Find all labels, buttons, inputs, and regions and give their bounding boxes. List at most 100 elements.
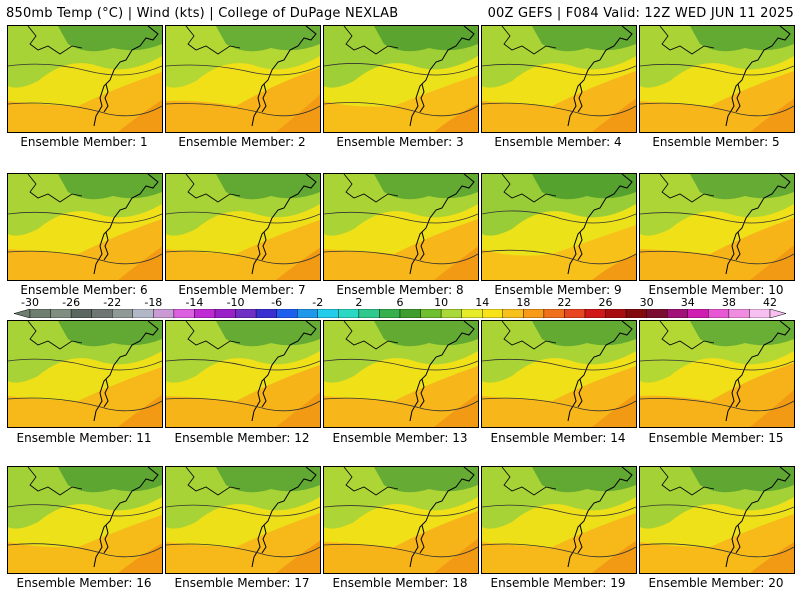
colorbar-swatch [523,309,545,318]
colorbar-tick: -30 [21,296,39,309]
colorbar-tick: 26 [598,296,613,309]
ensemble-map-panel [165,25,321,133]
ensemble-map-panel [639,25,795,133]
temperature-map [640,26,794,132]
temperature-map [8,174,162,280]
colorbar-swatch [708,309,730,318]
ensemble-map-panel [165,173,321,281]
colorbar-swatch [112,309,133,318]
colorbar-swatch [625,309,647,318]
colorbar-swatch [50,309,72,318]
colorbar-swatch [132,309,154,318]
colorbar-tick: 6 [396,296,404,309]
colorbar-swatch [646,309,668,318]
colorbar-swatch [255,309,277,318]
colorbar-max-arrow [769,309,786,318]
run-valid-time: 00Z GEFS | F084 Valid: 12Z WED JUN 11 20… [487,6,794,21]
colorbar-tick-labels: -30 -26 -22 -18 -14 -10 -6 -2 2 6 10 14 18 22 26 30 34 38… [0,296,800,309]
ensemble-member-label: Ensemble Member: 1 [20,135,148,149]
colorbar-swatch [543,309,565,318]
colorbar-swatch [153,309,175,318]
colorbar-swatch [173,309,195,318]
colorbar-tick: 2 [355,296,363,309]
ensemble-map-panel [639,466,795,574]
ensemble-map-panel [7,25,163,133]
ensemble-member-label: Ensemble Member: 12 [174,431,310,445]
temperature-colorbar [14,309,786,318]
temperature-map [482,467,636,573]
temperature-map [640,174,794,280]
ensemble-member-label: Ensemble Member: 5 [652,135,780,149]
ensemble-map-panel [323,320,479,428]
colorbar-tick: -14 [185,296,204,309]
ensemble-member-label: Ensemble Member: 3 [336,135,464,149]
ensemble-map-panel [165,466,321,574]
temperature-map [166,467,320,573]
colorbar-tick: 30 [639,296,654,309]
colorbar-tick: -22 [103,296,122,309]
temperature-map [324,321,478,427]
colorbar-tick: -18 [144,296,163,309]
colorbar-tick: 22 [557,296,572,309]
temperature-map [8,467,162,573]
colorbar-swatch [276,309,298,318]
ensemble-map-panel [323,173,479,281]
ensemble-member-label: Ensemble Member: 14 [490,431,626,445]
colorbar-swatch [358,309,380,318]
ensemble-map-panel [323,25,479,133]
colorbar-swatch [564,309,586,318]
temperature-map [166,321,320,427]
colorbar-swatch [317,309,339,318]
temperature-map [324,467,478,573]
colorbar-tick: -26 [62,296,81,309]
ensemble-map-panel [639,173,795,281]
colorbar-tick: 42 [763,296,777,309]
ensemble-member-label: Ensemble Member: 20 [648,576,784,590]
colorbar-swatch [214,309,236,318]
colorbar-swatch [728,309,750,318]
ensemble-member-label: Ensemble Member: 8 [336,283,464,297]
ensemble-member-label: Ensemble Member: 4 [494,135,622,149]
colorbar-swatch [461,309,483,318]
temperature-map [8,321,162,427]
colorbar-tick: -6 [271,296,283,309]
ensemble-member-label: Ensemble Member: 6 [20,283,148,297]
ensemble-member-label: Ensemble Member: 7 [178,283,306,297]
ensemble-member-label: Ensemble Member: 18 [332,576,468,590]
colorbar-swatch [70,309,92,318]
colorbar-swatch [297,309,318,318]
map-title: 850mb Temp (°C) | Wind (kts) | College o… [6,6,399,21]
temperature-map [166,174,320,280]
ensemble-member-label: Ensemble Member: 17 [174,576,310,590]
colorbar-swatch [605,309,627,318]
ensemble-member-label: Ensemble Member: 16 [16,576,152,590]
colorbar-tick: 34 [680,296,695,309]
colorbar-swatch [749,309,771,318]
colorbar-swatch [29,309,51,318]
temperature-map [482,321,636,427]
colorbar-tick: -10 [226,296,245,309]
colorbar-swatch [687,309,709,318]
colorbar-swatch [91,309,113,318]
ensemble-map-panel [481,25,637,133]
colorbar-tick: 14 [475,296,490,309]
temperature-map [482,174,636,280]
ensemble-map-panel [481,320,637,428]
ensemble-member-label: Ensemble Member: 11 [16,431,152,445]
ensemble-map-panel [323,466,479,574]
temperature-map [8,26,162,132]
temperature-map [324,26,478,132]
ensemble-map-panel [165,320,321,428]
colorbar-tick: -2 [312,296,324,309]
ensemble-member-label: Ensemble Member: 19 [490,576,626,590]
temperature-map [640,467,794,573]
temperature-map [166,26,320,132]
ensemble-map-panel [481,466,637,574]
colorbar-swatch [502,309,524,318]
ensemble-member-label: Ensemble Member: 10 [648,283,784,297]
ensemble-map-panel [7,173,163,281]
ensemble-map-panel [7,320,163,428]
ensemble-map-panel [7,466,163,574]
colorbar-swatch [379,309,401,318]
colorbar-swatch [482,309,503,318]
